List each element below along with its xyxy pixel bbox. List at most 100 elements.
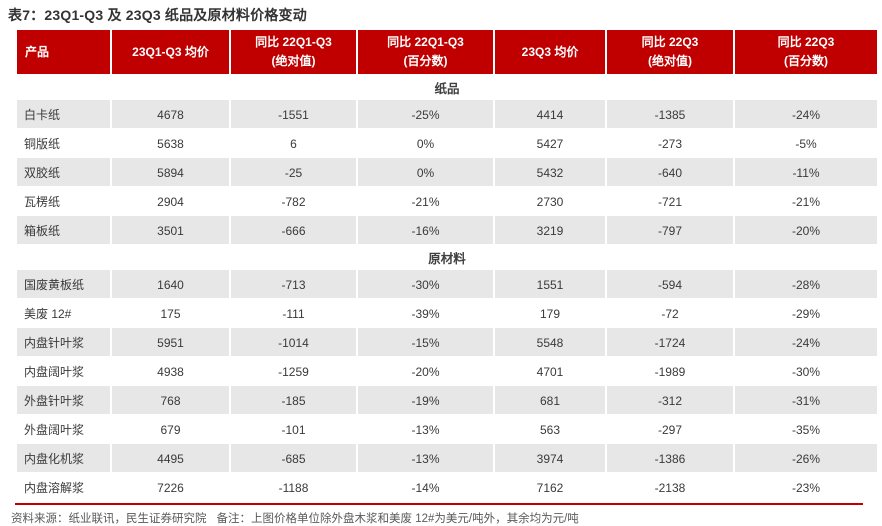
product-cell: 内盘化机浆 (17, 444, 110, 472)
value-cell: 3501 (112, 216, 229, 244)
value-cell: 5432 (495, 158, 605, 186)
value-cell: -273 (607, 129, 733, 157)
report-table-page: 表7：23Q1-Q3 及 23Q3 纸品及原材料价格变动 产品 23Q1-Q3 … (8, 7, 877, 525)
value-cell: 679 (112, 415, 229, 443)
value-cell: -640 (607, 158, 733, 186)
value-cell: -39% (358, 299, 493, 327)
table-row: 内盘溶解浆 7226 -1188 -14% 7162 -2138 -23% (17, 473, 877, 501)
value-cell: 0% (358, 129, 493, 157)
value-cell: -312 (607, 386, 733, 414)
value-cell: 175 (112, 299, 229, 327)
value-cell: 4701 (495, 357, 605, 385)
product-cell: 箱板纸 (17, 216, 110, 244)
product-cell: 国废黄板纸 (17, 270, 110, 298)
value-cell: -21% (735, 187, 877, 215)
section-row-paper: 纸品 (17, 75, 877, 99)
product-cell: 内盘针叶浆 (17, 328, 110, 356)
product-cell: 外盘针叶浆 (17, 386, 110, 414)
product-cell: 内盘溶解浆 (17, 473, 110, 501)
value-cell: 5951 (112, 328, 229, 356)
value-cell: -1014 (231, 328, 356, 356)
table-row: 白卡纸 4678 -1551 -25% 4414 -1385 -24% (17, 100, 877, 128)
col-header-23q3-avg-price: 23Q3 均价 (495, 30, 605, 74)
value-cell: 6 (231, 129, 356, 157)
value-cell: 4678 (112, 100, 229, 128)
value-cell: 5894 (112, 158, 229, 186)
table-title: 表7：23Q1-Q3 及 23Q3 纸品及原材料价格变动 (8, 7, 307, 23)
table-row: 内盘针叶浆 5951 -1014 -15% 5548 -1724 -24% (17, 328, 877, 356)
value-cell: 4495 (112, 444, 229, 472)
value-cell: -15% (358, 328, 493, 356)
value-cell: 7226 (112, 473, 229, 501)
value-cell: 1640 (112, 270, 229, 298)
col-header-yoy-22q1q3-absolute: 同比 22Q1-Q3 (绝对值) (231, 30, 356, 74)
value-cell: 5548 (495, 328, 605, 356)
value-cell: -11% (735, 158, 877, 186)
value-cell: -685 (231, 444, 356, 472)
value-cell: 563 (495, 415, 605, 443)
table-bottom-border (15, 503, 863, 505)
price-change-table: 产品 23Q1-Q3 均价 同比 22Q1-Q3 (绝对值) (15, 29, 879, 502)
value-cell: 7162 (495, 473, 605, 501)
source-text: 资料来源：纸业联讯，民生证券研究院 (11, 513, 207, 525)
product-cell: 外盘阔叶浆 (17, 415, 110, 443)
value-cell: -13% (358, 444, 493, 472)
product-cell: 瓦楞纸 (17, 187, 110, 215)
value-cell: -29% (735, 299, 877, 327)
value-cell: -1551 (231, 100, 356, 128)
value-cell: -1724 (607, 328, 733, 356)
value-cell: -31% (735, 386, 877, 414)
value-cell: 4938 (112, 357, 229, 385)
value-cell: -28% (735, 270, 877, 298)
value-cell: -101 (231, 415, 356, 443)
value-cell: -21% (358, 187, 493, 215)
value-cell: -13% (358, 415, 493, 443)
col-header-yoy-22q3-absolute: 同比 22Q3 (绝对值) (607, 30, 733, 74)
table-row: 国废黄板纸 1640 -713 -30% 1551 -594 -28% (17, 270, 877, 298)
table-row: 内盘阔叶浆 4938 -1259 -20% 4701 -1989 -30% (17, 357, 877, 385)
note-text: 备注：上图价格单位除外盘木浆和美废 12#为美元/吨外，其余均为元/吨 (216, 513, 579, 525)
value-cell: -2138 (607, 473, 733, 501)
value-cell: -25 (231, 158, 356, 186)
value-cell: -185 (231, 386, 356, 414)
product-cell: 铜版纸 (17, 129, 110, 157)
value-cell: 4414 (495, 100, 605, 128)
value-cell: -1385 (607, 100, 733, 128)
product-cell: 内盘阔叶浆 (17, 357, 110, 385)
value-cell: -797 (607, 216, 733, 244)
table-row: 瓦楞纸 2904 -782 -21% 2730 -721 -21% (17, 187, 877, 215)
product-cell: 白卡纸 (17, 100, 110, 128)
section-row-raw-materials: 原材料 (17, 245, 877, 269)
value-cell: -30% (735, 357, 877, 385)
value-cell: 1551 (495, 270, 605, 298)
table-row: 双胶纸 5894 -25 0% 5432 -640 -11% (17, 158, 877, 186)
value-cell: -20% (358, 357, 493, 385)
value-cell: -1259 (231, 357, 356, 385)
col-header-yoy-22q1q3-percent: 同比 22Q1-Q3 (百分数) (358, 30, 493, 74)
value-cell: -20% (735, 216, 877, 244)
section-header-raw-materials: 原材料 (17, 245, 877, 269)
section-header-paper: 纸品 (17, 75, 877, 99)
value-cell: -1188 (231, 473, 356, 501)
value-cell: 179 (495, 299, 605, 327)
table-row: 箱板纸 3501 -666 -16% 3219 -797 -20% (17, 216, 877, 244)
value-cell: -721 (607, 187, 733, 215)
source-note: 资料来源：纸业联讯，民生证券研究院 备注：上图价格单位除外盘木浆和美废 12#为美… (11, 510, 882, 526)
table-body: 纸品 白卡纸 4678 -1551 -25% 4414 -1385 -24% 铜版纸 5638 6 0… (17, 75, 877, 501)
value-cell: -1989 (607, 357, 733, 385)
value-cell: 2730 (495, 187, 605, 215)
value-cell: 2904 (112, 187, 229, 215)
value-cell: -72 (607, 299, 733, 327)
col-header-yoy-22q3-percent: 同比 22Q3 (百分数) (735, 30, 877, 74)
table-row: 铜版纸 5638 6 0% 5427 -273 -5% (17, 129, 877, 157)
value-cell: 5427 (495, 129, 605, 157)
value-cell: -26% (735, 444, 877, 472)
product-cell: 美废 12# (17, 299, 110, 327)
table-row: 内盘化机浆 4495 -685 -13% 3974 -1386 -26% (17, 444, 877, 472)
product-cell: 双胶纸 (17, 158, 110, 186)
value-cell: -5% (735, 129, 877, 157)
table-row: 外盘针叶浆 768 -185 -19% 681 -312 -31% (17, 386, 877, 414)
value-cell: 768 (112, 386, 229, 414)
table-row: 美废 12# 175 -111 -39% 179 -72 -29% (17, 299, 877, 327)
value-cell: 0% (358, 158, 493, 186)
